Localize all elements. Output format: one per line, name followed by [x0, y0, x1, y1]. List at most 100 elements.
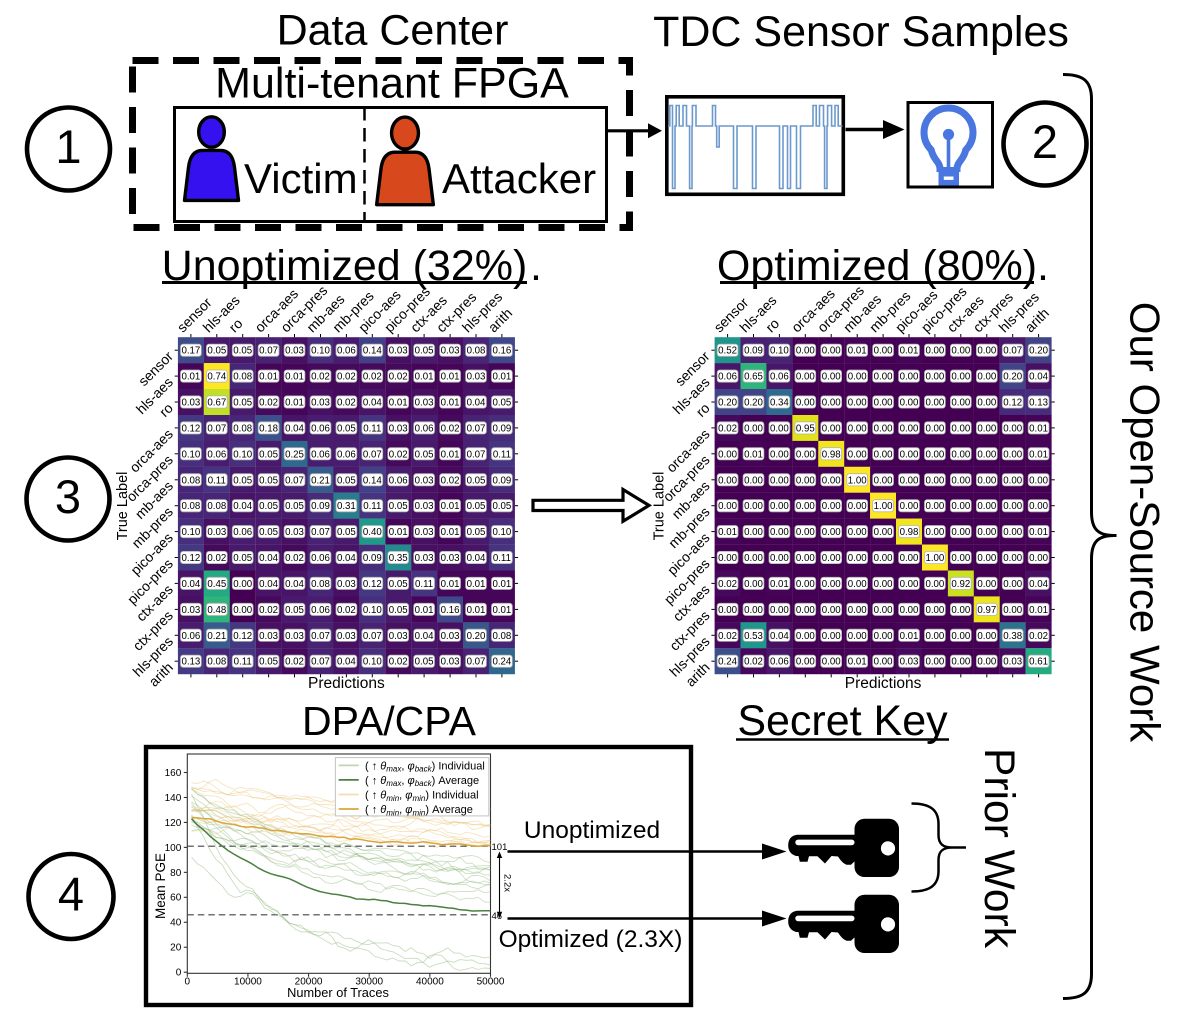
svg-text:0.00: 0.00 — [1003, 501, 1022, 512]
svg-text:0.07: 0.07 — [363, 449, 382, 460]
svg-text:0.53: 0.53 — [744, 631, 763, 642]
svg-text:0.06: 0.06 — [233, 527, 252, 538]
svg-text:1.00: 1.00 — [848, 475, 867, 486]
svg-text:0.00: 0.00 — [822, 527, 841, 538]
svg-text:0.00: 0.00 — [874, 553, 893, 564]
svg-text:0.00: 0.00 — [718, 475, 737, 486]
svg-text:0.00: 0.00 — [951, 423, 970, 434]
svg-text:0.06: 0.06 — [311, 423, 330, 434]
svg-text:0.00: 0.00 — [951, 553, 970, 564]
svg-text:0.03: 0.03 — [181, 605, 200, 616]
svg-text:3: 3 — [55, 470, 81, 523]
svg-text:ro: ro — [156, 400, 176, 420]
svg-text:40: 40 — [170, 918, 182, 929]
svg-text:.: . — [1037, 242, 1049, 290]
svg-text:0.07: 0.07 — [311, 657, 330, 668]
svg-text:0.45: 0.45 — [207, 579, 226, 590]
svg-text:0.02: 0.02 — [337, 605, 356, 616]
svg-text:0.02: 0.02 — [285, 553, 304, 564]
svg-text:0.00: 0.00 — [951, 475, 970, 486]
svg-text:0.08: 0.08 — [311, 579, 330, 590]
svg-text:0.00: 0.00 — [744, 501, 763, 512]
svg-text:0.01: 0.01 — [415, 605, 434, 616]
svg-text:0.74: 0.74 — [207, 372, 226, 383]
svg-text:0.03: 0.03 — [415, 475, 434, 486]
svg-text:0.02: 0.02 — [259, 605, 278, 616]
svg-text:0.18: 0.18 — [259, 423, 278, 434]
svg-text:0.00: 0.00 — [900, 475, 919, 486]
svg-text:0.00: 0.00 — [718, 553, 737, 564]
svg-text:Unoptimized: Unoptimized — [524, 817, 660, 844]
svg-text:0.07: 0.07 — [207, 423, 226, 434]
svg-text:0.03: 0.03 — [900, 657, 919, 668]
svg-text:0.10: 0.10 — [363, 657, 382, 668]
svg-text:0.00: 0.00 — [770, 449, 789, 460]
svg-text:0.06: 0.06 — [770, 372, 789, 383]
svg-text:0.01: 0.01 — [441, 527, 460, 538]
svg-text:0.00: 0.00 — [977, 631, 996, 642]
svg-text:0.02: 0.02 — [207, 553, 226, 564]
svg-text:0.00: 0.00 — [796, 631, 815, 642]
svg-text:0.00: 0.00 — [900, 605, 919, 616]
svg-text:0.00: 0.00 — [874, 475, 893, 486]
svg-text:0.04: 0.04 — [285, 423, 304, 434]
svg-text:0.03: 0.03 — [181, 398, 200, 409]
svg-text:0.05: 0.05 — [337, 527, 356, 538]
svg-text:0.00: 0.00 — [1029, 475, 1048, 486]
svg-text:0.01: 0.01 — [492, 579, 511, 590]
svg-text:Predictions: Predictions — [308, 675, 385, 692]
svg-text:0.00: 0.00 — [1029, 501, 1048, 512]
svg-text:0.00: 0.00 — [744, 475, 763, 486]
svg-text:0.00: 0.00 — [925, 475, 944, 486]
svg-text:0.00: 0.00 — [874, 579, 893, 590]
svg-text:0.05: 0.05 — [233, 475, 252, 486]
svg-text:0.00: 0.00 — [1003, 423, 1022, 434]
svg-text:0.00: 0.00 — [977, 501, 996, 512]
svg-text:0.02: 0.02 — [259, 398, 278, 409]
svg-text:0.05: 0.05 — [389, 605, 408, 616]
svg-text:2: 2 — [1032, 115, 1058, 168]
svg-text:0.12: 0.12 — [233, 631, 252, 642]
svg-text:0.20: 0.20 — [1003, 372, 1022, 383]
svg-text:0.08: 0.08 — [233, 423, 252, 434]
svg-text:0.52: 0.52 — [718, 346, 737, 357]
svg-text:0.05: 0.05 — [233, 346, 252, 357]
svg-text:0.00: 0.00 — [1003, 579, 1022, 590]
svg-text:0.00: 0.00 — [900, 398, 919, 409]
svg-text:0.08: 0.08 — [467, 346, 486, 357]
svg-text:0.00: 0.00 — [977, 527, 996, 538]
svg-text:0.07: 0.07 — [1003, 346, 1022, 357]
svg-text:0.05: 0.05 — [492, 398, 511, 409]
svg-text:20: 20 — [170, 943, 182, 954]
svg-text:0.08: 0.08 — [181, 501, 200, 512]
svg-text:0.00: 0.00 — [744, 553, 763, 564]
svg-text:101: 101 — [492, 842, 508, 853]
svg-text:0.02: 0.02 — [389, 657, 408, 668]
svg-text:0.02: 0.02 — [285, 657, 304, 668]
svg-text:0.00: 0.00 — [770, 527, 789, 538]
svg-text:0.00: 0.00 — [796, 553, 815, 564]
svg-text:0.02: 0.02 — [363, 372, 382, 383]
svg-text:0.01: 0.01 — [181, 372, 200, 383]
svg-text:0.05: 0.05 — [207, 346, 226, 357]
svg-text:0.00: 0.00 — [925, 423, 944, 434]
svg-text:0.00: 0.00 — [977, 475, 996, 486]
svg-text:140: 140 — [165, 793, 182, 804]
svg-text:1.00: 1.00 — [925, 553, 944, 564]
svg-text:0.04: 0.04 — [467, 398, 486, 409]
svg-text:0.00: 0.00 — [900, 423, 919, 434]
svg-text:0: 0 — [176, 968, 182, 979]
svg-text:0.02: 0.02 — [441, 423, 460, 434]
svg-text:4: 4 — [58, 867, 84, 920]
svg-text:0.02: 0.02 — [337, 372, 356, 383]
svg-text:0.05: 0.05 — [259, 657, 278, 668]
svg-text:0.08: 0.08 — [207, 657, 226, 668]
svg-text:0.00: 0.00 — [874, 346, 893, 357]
svg-text:0.00: 0.00 — [796, 449, 815, 460]
svg-text:0.05: 0.05 — [389, 579, 408, 590]
svg-text:0.00: 0.00 — [744, 605, 763, 616]
svg-text:0.00: 0.00 — [848, 527, 867, 538]
svg-text:Optimized (2.3X): Optimized (2.3X) — [499, 926, 683, 953]
svg-text:0.00: 0.00 — [874, 398, 893, 409]
svg-text:DPA/CPA: DPA/CPA — [302, 698, 477, 744]
